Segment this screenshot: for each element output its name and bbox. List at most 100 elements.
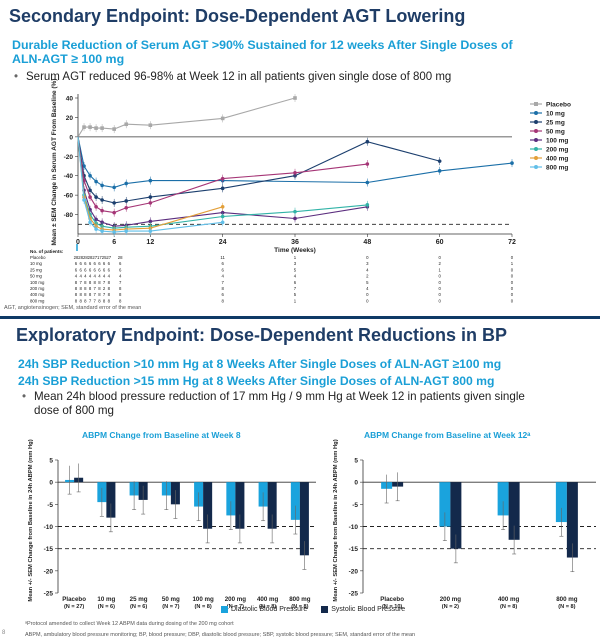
bar-dbp [497, 482, 509, 516]
y-tick-label: -20 [64, 154, 74, 161]
data-point [94, 195, 98, 199]
patients-count: 0 [438, 255, 441, 260]
patients-row-label: 800 mg [30, 298, 45, 303]
patients-count: 8 [94, 280, 97, 285]
patients-count: 6 [98, 267, 101, 272]
slide-subtitle: Durable Reduction of Serum AGT >90% Sust… [12, 38, 513, 66]
patients-count: 8 [108, 298, 111, 303]
patients-row-label: Placebo [30, 255, 46, 260]
data-point [293, 171, 297, 175]
x-tick-label: 6 [112, 239, 116, 246]
patients-count: 8 [119, 292, 122, 297]
legend-label: 10 mg [546, 111, 565, 118]
y-tick-label: -25 [349, 591, 359, 598]
patients-count: 28 [88, 255, 93, 260]
patients-count: 17 [97, 255, 102, 260]
x-tick-label: 60 [436, 239, 444, 246]
patients-count: 4 [119, 274, 122, 279]
patients-count: 0 [366, 298, 369, 303]
patients-count: 6 [103, 267, 106, 272]
bullet-text: Serum AGT reduced 96-98% at Week 12 in a… [26, 71, 452, 83]
data-point [148, 201, 153, 205]
category-n: (N = 10) [382, 604, 402, 610]
subtitle-bp-line-2: 24h SBP Reduction >15 mm Hg at 8 Weeks A… [18, 374, 495, 388]
data-point [94, 126, 98, 130]
data-point [88, 188, 92, 193]
y-tick-label: -80 [64, 212, 74, 219]
patients-count: 4 [98, 274, 101, 279]
patients-count: 7 [103, 292, 106, 297]
category-label: 10 mg [97, 596, 115, 603]
patients-count: 0 [366, 292, 369, 297]
category-label: 400 mg [257, 596, 279, 603]
data-point [148, 123, 153, 127]
legend-sbp-label: Systolic Blood Pressure [331, 606, 406, 613]
bar-sbp [235, 482, 245, 529]
category-label: Placebo [62, 596, 86, 603]
patients-count: 4 [108, 274, 111, 279]
patients-count: 1 [438, 267, 441, 272]
patients-count: 7 [94, 286, 97, 291]
patients-count: 8 [98, 292, 101, 297]
data-point [148, 195, 153, 199]
category-label: 800 mg [289, 596, 311, 603]
patients-count: 7 [103, 280, 106, 285]
legend-label: 800 mg [546, 165, 568, 172]
x-tick-label: 12 [146, 239, 154, 246]
patients-count: 6 [221, 261, 224, 266]
slide-divider [0, 316, 600, 319]
y-tick-label: 40 [66, 96, 74, 103]
data-point [510, 161, 514, 165]
patients-count: 4 [366, 286, 369, 291]
patients-count: 6 [84, 267, 87, 272]
category-n: (N = 7) [227, 604, 244, 610]
patients-count: 11 [220, 255, 225, 260]
data-point [100, 208, 104, 213]
patients-count: 6 [98, 261, 101, 266]
data-point [100, 229, 104, 233]
patients-count: 6 [75, 261, 78, 266]
patients-count: 8 [108, 292, 111, 297]
y-tick-label: -5 [47, 502, 53, 509]
patients-count: 0 [511, 292, 514, 297]
patients-count: 8 [89, 280, 92, 285]
panel-title-week12: ABPM Change from Baseline at Week 12ᵃ [364, 430, 531, 440]
footnote-protocol: ᵃProtocol amended to collect Week 12 ABP… [25, 621, 234, 627]
patients-count: 0 [366, 255, 369, 260]
legend-marker [534, 138, 538, 142]
patients-count: 6 [294, 280, 297, 285]
bullet-dot-icon: • [22, 390, 27, 403]
category-label: 400 mg [498, 596, 520, 603]
patients-count: 5 [294, 292, 297, 297]
y-tick-label: -20 [349, 568, 359, 575]
y-tick-label: 0 [69, 134, 73, 141]
patients-count: 28 [118, 255, 123, 260]
patients-count: 8 [119, 286, 122, 291]
patients-count: 0 [511, 298, 514, 303]
y-axis-label: Mean +/- SEM Change from Baseline in 24h… [333, 439, 339, 601]
data-point [124, 199, 129, 203]
data-point [82, 198, 86, 202]
bullet-point-bp: • Mean 24h blood pressure reduction of 17… [22, 390, 525, 418]
patients-count: 8 [221, 286, 224, 291]
patients-count: 6 [108, 261, 111, 266]
data-point [88, 195, 92, 199]
y-tick-label: -15 [44, 546, 54, 553]
patients-count: 0 [438, 292, 441, 297]
data-point [88, 220, 92, 225]
patients-count: 7 [221, 280, 224, 285]
data-point [112, 230, 116, 234]
patients-count: 8 [84, 280, 87, 285]
data-point [100, 126, 104, 130]
patients-row-label: 400 mg [30, 292, 45, 297]
slide-agt-lowering: Secondary Endpoint: Dose-Dependent AGT L… [0, 0, 600, 316]
patients-count: 28 [78, 255, 83, 260]
bar-dbp [290, 482, 300, 520]
category-n: (N = 8) [259, 604, 276, 610]
legend: Diastolic Blood Pressure Systolic Blood … [221, 606, 405, 613]
data-point [82, 125, 86, 129]
y-axis-label: Mean ± SEM Change in Serum AGT From Base… [51, 79, 58, 246]
category-label: 50 mg [162, 596, 180, 603]
page-number: 8 [2, 630, 6, 636]
patients-count: 7 [294, 286, 297, 291]
